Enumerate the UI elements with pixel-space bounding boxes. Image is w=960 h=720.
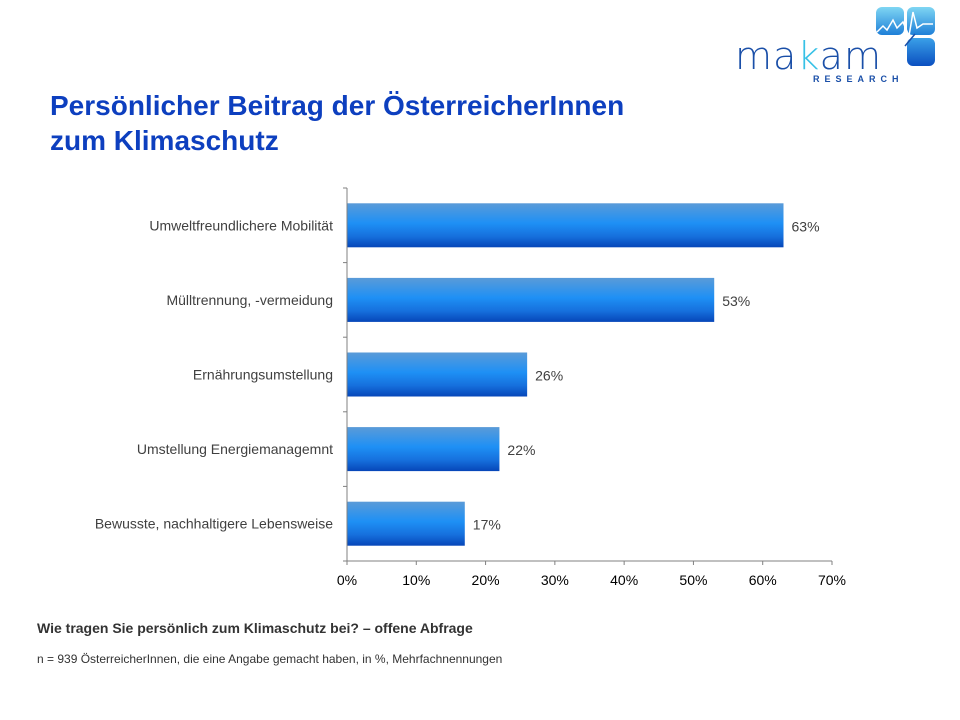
title-line-2: zum Klimaschutz: [50, 125, 279, 156]
x-tick-label: 30%: [541, 572, 569, 588]
bar: [347, 501, 465, 546]
sample-note: n = 939 ÖsterreicherInnen, die eine Anga…: [37, 652, 503, 666]
value-label: 63%: [792, 218, 820, 234]
category-label: Umstellung Energiemanagemnt: [137, 441, 333, 457]
logo-text-part: ma: [735, 34, 798, 78]
value-label: 26%: [535, 368, 563, 384]
logo-text-k: k: [797, 34, 820, 78]
category-label: Umweltfreundlichere Mobilität: [149, 217, 333, 233]
x-tick-label: 10%: [402, 572, 430, 588]
x-tick-label: 20%: [472, 572, 500, 588]
x-tick-label: 40%: [610, 572, 638, 588]
axes-group: 0% 10% 20% 30% 40% 50% 60% 70%: [337, 187, 846, 588]
logo-text-part: am: [819, 34, 882, 78]
category-label: Bewusste, nachhaltigere Lebensweise: [95, 516, 333, 532]
x-tick-label: 60%: [749, 572, 777, 588]
x-tick-label: 70%: [818, 572, 846, 588]
makam-research-logo: makam RESEARCH: [735, 6, 945, 86]
survey-question: Wie tragen Sie persönlich zum Klimaschut…: [37, 620, 473, 636]
category-label: Ernährungsumstellung: [193, 367, 333, 383]
page-title: Persönlicher Beitrag der ÖsterreicherInn…: [50, 88, 624, 158]
x-tick-label: 0%: [337, 572, 357, 588]
logo-wordmark: makam: [735, 34, 882, 78]
x-tick-label: 50%: [679, 572, 707, 588]
bar: [347, 277, 715, 322]
value-label: 53%: [722, 293, 750, 309]
bar: [347, 427, 500, 472]
bar: [347, 203, 784, 248]
logo-subtitle: RESEARCH: [813, 74, 904, 84]
bars-group: Umweltfreundlichere Mobilität 63% Mülltren…: [95, 203, 820, 546]
value-label: 17%: [473, 517, 501, 533]
value-label: 22%: [507, 442, 535, 458]
bar: [347, 352, 528, 397]
category-label: Mülltrennung, -vermeidung: [166, 292, 333, 308]
title-line-1: Persönlicher Beitrag der ÖsterreicherInn…: [50, 90, 625, 121]
logo-squares-icon: [876, 7, 935, 66]
